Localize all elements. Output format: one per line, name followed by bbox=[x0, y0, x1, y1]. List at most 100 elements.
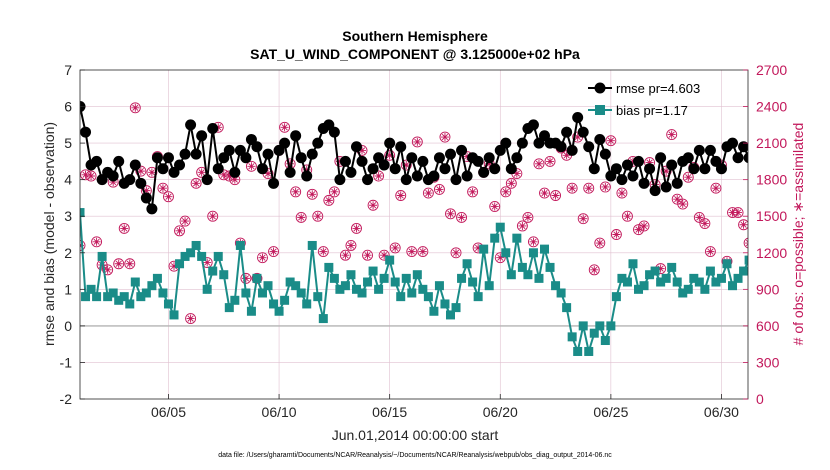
bias-point bbox=[269, 299, 279, 309]
obs-possible-marker bbox=[522, 211, 534, 223]
rmse-point bbox=[472, 155, 484, 167]
obs-assimilated-marker bbox=[308, 190, 317, 199]
rmse-point bbox=[290, 130, 302, 142]
obs-assimilated-marker bbox=[573, 133, 582, 142]
obs-possible-marker bbox=[527, 236, 539, 248]
bias-point bbox=[490, 233, 500, 243]
rmse-point bbox=[179, 148, 191, 160]
obs-assimilated-marker bbox=[684, 173, 693, 182]
obs-assimilated-marker bbox=[728, 208, 737, 217]
bias-point bbox=[462, 259, 472, 269]
y-left-tick-label: 3 bbox=[64, 208, 72, 224]
y-left-tick-label: -1 bbox=[60, 354, 73, 370]
rmse-point bbox=[821, 156, 830, 167]
rmse-point bbox=[395, 141, 407, 153]
bias-point bbox=[661, 273, 671, 283]
bias-point bbox=[208, 266, 218, 276]
y-right-tick-label: 2700 bbox=[756, 62, 787, 78]
rmse-point bbox=[268, 177, 280, 189]
rmse-point bbox=[240, 152, 252, 164]
obs-assimilated-marker bbox=[269, 247, 278, 256]
obs-possible-marker bbox=[450, 247, 462, 259]
obs-assimilated-marker bbox=[568, 184, 577, 193]
x-tick-label: 06/15 bbox=[372, 404, 407, 420]
obs-possible-marker bbox=[539, 187, 550, 199]
y-left-tick-label: -2 bbox=[60, 391, 73, 407]
bias-point bbox=[97, 251, 107, 261]
obs-possible-marker bbox=[544, 155, 556, 167]
rmse-point bbox=[284, 166, 296, 178]
bias-point bbox=[739, 266, 748, 276]
bias-point bbox=[280, 295, 290, 305]
rmse-point bbox=[450, 174, 462, 186]
obs-assimilated-marker bbox=[817, 239, 825, 247]
bias-point bbox=[141, 288, 151, 298]
rmse-point bbox=[638, 177, 650, 189]
rmse-point bbox=[157, 163, 169, 175]
bias-point bbox=[152, 273, 162, 283]
rmse-point bbox=[406, 152, 418, 164]
obs-possible-marker bbox=[174, 225, 185, 237]
bias-point bbox=[811, 263, 820, 272]
rmse-point bbox=[704, 144, 716, 156]
bias-point bbox=[622, 277, 632, 287]
obs-possible-marker bbox=[279, 121, 291, 133]
rmse-point bbox=[162, 152, 174, 164]
y-right-tick-label: 2100 bbox=[756, 135, 787, 151]
obs-assimilated-marker bbox=[546, 157, 555, 166]
rmse-point bbox=[339, 155, 351, 167]
bias-point bbox=[805, 274, 814, 283]
rmse-point bbox=[262, 148, 274, 160]
obs-possible-marker bbox=[489, 201, 501, 212]
obs-possible-marker bbox=[113, 258, 125, 270]
obs-possible-marker bbox=[124, 258, 136, 270]
bias-point bbox=[86, 284, 96, 294]
obs-assimilated-marker bbox=[662, 167, 671, 176]
obs-possible-marker bbox=[406, 246, 418, 258]
y-right-tick-label: 600 bbox=[756, 318, 780, 334]
rmse-point bbox=[113, 155, 125, 167]
obs-possible-marker bbox=[80, 240, 86, 251]
bias-point bbox=[213, 251, 223, 261]
rmse-point bbox=[732, 152, 744, 164]
bias-point bbox=[595, 321, 605, 331]
obs-assimilated-marker bbox=[203, 258, 212, 267]
bias-point bbox=[656, 277, 666, 287]
bias-point bbox=[694, 277, 704, 287]
bias-point bbox=[368, 266, 378, 276]
bias-point bbox=[523, 270, 533, 280]
obs-possible-marker bbox=[323, 194, 335, 206]
bias-point bbox=[390, 277, 400, 287]
rmse-point bbox=[80, 126, 92, 138]
legend: rmse pr=4.603 bias pr=1.17 bbox=[588, 81, 700, 118]
bias-point bbox=[81, 292, 91, 302]
obs-assimilated-marker bbox=[823, 223, 830, 231]
obs-assimilated-marker bbox=[402, 161, 411, 170]
bias-point bbox=[573, 346, 583, 356]
bias-point bbox=[711, 277, 721, 287]
bias-point bbox=[263, 281, 273, 291]
obs-possible-marker bbox=[290, 186, 302, 198]
obs-assimilated-marker bbox=[330, 187, 339, 196]
bias-point bbox=[92, 292, 102, 302]
obs-assimilated-marker bbox=[192, 179, 201, 188]
obs-assimilated-marker bbox=[109, 178, 118, 187]
obs-assimilated-marker bbox=[319, 247, 328, 256]
bias-point bbox=[705, 266, 715, 276]
bias-point bbox=[257, 288, 267, 298]
y-right-tick-label: 1200 bbox=[756, 245, 787, 261]
rmse-point bbox=[815, 174, 826, 185]
bias-point bbox=[407, 288, 417, 298]
bias-point bbox=[335, 284, 345, 294]
obs-possible-marker bbox=[179, 215, 191, 227]
rmse-point bbox=[439, 163, 451, 175]
obs-possible-marker bbox=[102, 264, 114, 276]
bias-point bbox=[650, 266, 660, 276]
rmse-point bbox=[428, 170, 440, 182]
obs-assimilated-marker bbox=[512, 169, 521, 178]
obs-possible-marker bbox=[633, 224, 644, 236]
bias-point bbox=[578, 321, 588, 331]
obs-possible-marker bbox=[395, 190, 407, 201]
obs-assimilated-marker bbox=[175, 226, 184, 235]
rmse-point bbox=[456, 144, 468, 156]
